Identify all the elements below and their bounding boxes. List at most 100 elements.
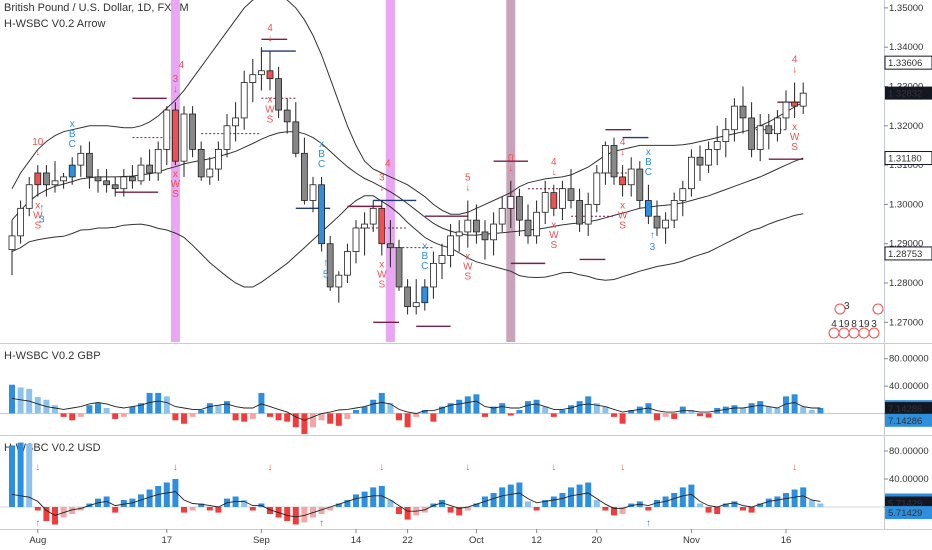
candle	[524, 204, 532, 244]
histogram-bar	[499, 487, 506, 507]
candle-body	[128, 176, 136, 182]
histogram-bar	[69, 507, 76, 514]
histogram-bar	[576, 401, 583, 414]
candle	[610, 137, 618, 185]
candle-body	[214, 148, 222, 170]
histogram-bar	[507, 413, 514, 416]
histogram-bar	[120, 413, 127, 417]
candle-body	[369, 207, 377, 225]
signal-arrow-count: 3	[650, 242, 656, 253]
candle	[386, 220, 394, 268]
histogram-bar	[370, 399, 377, 414]
candle	[507, 180, 515, 228]
candle-body	[223, 125, 231, 150]
signal-letter: x	[620, 201, 625, 212]
candle-body	[516, 196, 523, 221]
candle-body	[498, 207, 506, 225]
candle-body	[180, 113, 188, 162]
candle	[240, 70, 248, 130]
candle	[352, 220, 360, 264]
price-pane: 10↓xWS↑3xBC3↓4xWS4↓xWSxBC↑53↓4xWSxBC5↓xW…	[8, 0, 932, 342]
signal-annotation: 4↓ xWS	[549, 157, 559, 251]
histogram-bar	[163, 482, 170, 507]
histogram-bar	[17, 442, 24, 507]
price-label-box	[884, 151, 932, 166]
candle	[533, 200, 540, 244]
candle	[412, 279, 420, 315]
histogram-bar	[765, 406, 772, 414]
signal-letter: C	[318, 159, 325, 170]
candle-body	[627, 168, 635, 186]
x-tick-label: Nov	[683, 535, 700, 546]
candle	[584, 192, 592, 236]
signal-count: 3	[173, 74, 179, 85]
signal-letter: x	[70, 119, 75, 130]
arrow-up-icon: ↑	[323, 258, 328, 269]
y-tick-label: 1.34000	[889, 42, 923, 53]
candle	[438, 243, 446, 280]
candle	[223, 114, 231, 158]
candle	[309, 176, 317, 213]
candle	[43, 165, 50, 197]
candle	[326, 235, 334, 291]
signal-letter: x	[379, 260, 384, 271]
candle-body	[395, 247, 403, 288]
histogram-bar	[361, 491, 368, 507]
signal-count: 4	[551, 157, 557, 168]
histogram-bar	[688, 484, 695, 507]
histogram-bar	[120, 500, 127, 507]
candle-body	[619, 176, 626, 186]
histogram-bar	[791, 394, 798, 414]
candle	[791, 82, 798, 118]
candle	[679, 180, 687, 217]
histogram-bar	[138, 494, 144, 507]
histogram-bar	[456, 399, 463, 414]
histogram-bar	[378, 486, 385, 507]
signal-letter: x	[792, 122, 797, 133]
histogram-bar	[69, 413, 76, 421]
candle-body	[386, 243, 394, 249]
candle	[464, 200, 472, 248]
value-label: 7.14286	[888, 416, 922, 427]
signal-annotation: xBC ↑5	[318, 139, 329, 281]
candle	[34, 165, 42, 197]
bollinger-basis-line	[11, 131, 804, 236]
candle-body	[257, 70, 265, 76]
histogram-bar	[34, 507, 41, 511]
arrow-down-icon: ↓	[379, 182, 384, 193]
badge-label: 8	[851, 319, 857, 330]
candle	[559, 180, 566, 221]
candle-body	[111, 184, 119, 190]
candle-body	[163, 109, 171, 150]
histogram-bar	[800, 487, 807, 507]
candle-body	[275, 78, 283, 111]
signal-count: 4	[267, 23, 273, 34]
signal-letter: W	[265, 104, 275, 115]
arrow-down-icon: ↓	[268, 33, 273, 44]
histogram-bar	[232, 413, 239, 421]
signal-count: 0	[508, 153, 514, 164]
candle-body	[774, 117, 781, 135]
arrow-up-icon: ↑	[39, 203, 44, 214]
candle	[782, 90, 790, 130]
x-tick-label: 14	[351, 535, 362, 546]
candle	[774, 110, 781, 142]
candle	[490, 212, 498, 256]
histogram-bar	[697, 413, 703, 417]
price-label: 1.28753	[888, 249, 922, 260]
candle	[713, 125, 721, 166]
histogram-bar	[757, 503, 764, 507]
signal-annotation: 3↓ 4 xWS	[377, 158, 391, 290]
histogram-bar	[722, 503, 729, 507]
histogram-bar	[774, 407, 781, 414]
candle	[550, 184, 558, 217]
histogram-bar	[645, 507, 652, 511]
histogram-bar	[249, 507, 256, 511]
histogram-bar	[267, 413, 273, 417]
candle-body	[653, 215, 661, 229]
signal-letter: W	[463, 262, 473, 273]
histogram-bar	[327, 507, 334, 511]
histogram-bar	[396, 507, 402, 514]
histogram-bar	[516, 482, 523, 507]
